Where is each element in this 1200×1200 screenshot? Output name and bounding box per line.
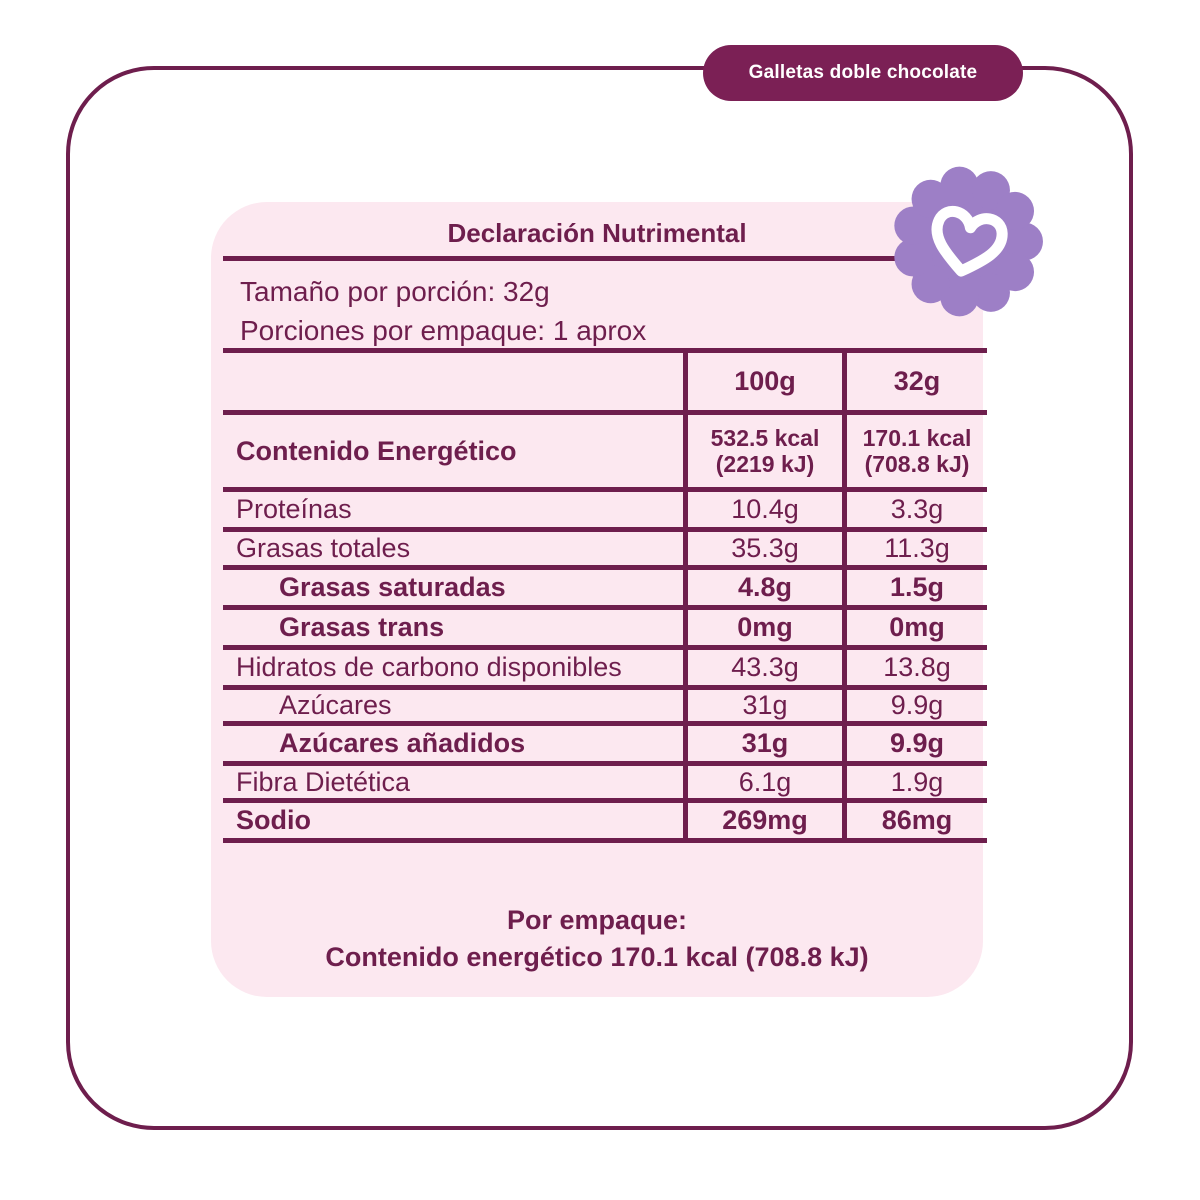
row-value-32g: 0mg	[842, 610, 987, 645]
row-value-32g: 1.9g	[842, 766, 987, 798]
row-value-100g: 0mg	[683, 610, 842, 645]
row-value-100g: 35.3g	[683, 532, 842, 565]
title-divider	[223, 256, 972, 261]
table-row: Grasas saturadas 4.8g 1.5g	[223, 570, 987, 610]
product-name-badge: Galletas doble chocolate	[703, 45, 1023, 101]
row-value-32g: 1.5g	[842, 570, 987, 605]
header-blank-cell	[223, 353, 683, 410]
heart-seal-icon	[894, 166, 1043, 317]
row-value-32g: 9.9g	[842, 690, 987, 721]
serving-size-text: Tamaño por porción: 32g	[240, 276, 550, 307]
table-row: Fibra Dietética 6.1g 1.9g	[223, 766, 987, 803]
row-value-100g: 31g	[683, 690, 842, 721]
row-value-100g: 10.4g	[683, 492, 842, 527]
row-label: Grasas totales	[236, 533, 411, 563]
table-row: Sodio 269mg 86mg	[223, 803, 987, 843]
row-value-32g: 3.3g	[842, 492, 987, 527]
row-value-100g: 269mg	[683, 803, 842, 838]
row-value-100g: 6.1g	[683, 766, 842, 798]
row-value-32g: 13.8g	[842, 650, 987, 685]
row-label: Proteínas	[236, 494, 352, 524]
table-row: Hidratos de carbono disponibles 43.3g 13…	[223, 650, 987, 690]
table-row: Grasas trans 0mg 0mg	[223, 610, 987, 650]
table-row: Azúcares añadidos 31g 9.9g	[223, 726, 987, 766]
product-name-label: Galletas doble chocolate	[748, 62, 978, 83]
table-row: Contenido Energético 532.5 kcal (2219 kJ…	[223, 415, 987, 492]
servings-per-package-text: Porciones por empaque: 1 aprox	[240, 315, 647, 346]
per-package-heading: Por empaque:	[506, 905, 688, 935]
outer-border-frame	[66, 66, 1133, 1130]
row-value-100g: 43.3g	[683, 650, 842, 685]
row-label: Grasas trans	[279, 612, 445, 642]
row-value-32g: 86mg	[842, 803, 987, 838]
row-label: Azúcares	[279, 690, 392, 720]
panel-title: Declaración Nutrimental	[447, 218, 747, 248]
row-value-32g: 9.9g	[842, 726, 987, 761]
table-row: Azúcares 31g 9.9g	[223, 690, 987, 726]
row-label: Contenido Energético	[236, 435, 517, 466]
row-label: Hidratos de carbono disponibles	[236, 652, 622, 682]
table-row: Proteínas 10.4g 3.3g	[223, 492, 987, 532]
header-col-32g: 32g	[842, 353, 987, 410]
row-label: Sodio	[236, 805, 311, 835]
row-value-100g: 4.8g	[683, 570, 842, 605]
table-row: Grasas totales 35.3g 11.3g	[223, 532, 987, 570]
row-label: Fibra Dietética	[236, 766, 411, 797]
header-col-100g: 100g	[683, 353, 842, 410]
row-label: Azúcares añadidos	[279, 728, 526, 758]
per-package-energy: Contenido energético 170.1 kcal (708.8 k…	[325, 942, 869, 972]
serving-info: Tamaño por porción: 32g Porciones por em…	[240, 272, 646, 350]
nutrition-table: 100g 32g Contenido Energético 532.5 kcal…	[223, 348, 987, 843]
row-value-32g: 11.3g	[842, 532, 987, 565]
per-package-footer: Por empaque: Contenido energético 170.1 …	[211, 902, 983, 976]
table-header-row: 100g 32g	[223, 353, 987, 415]
row-value-32g: 170.1 kcal (708.8 kJ)	[842, 415, 987, 487]
row-label: Grasas saturadas	[279, 572, 506, 602]
nutrition-facts-card: Declaración Nutrimental Tamaño por porci…	[211, 202, 987, 997]
row-value-100g: 532.5 kcal (2219 kJ)	[683, 415, 842, 487]
row-value-100g: 31g	[683, 726, 842, 761]
